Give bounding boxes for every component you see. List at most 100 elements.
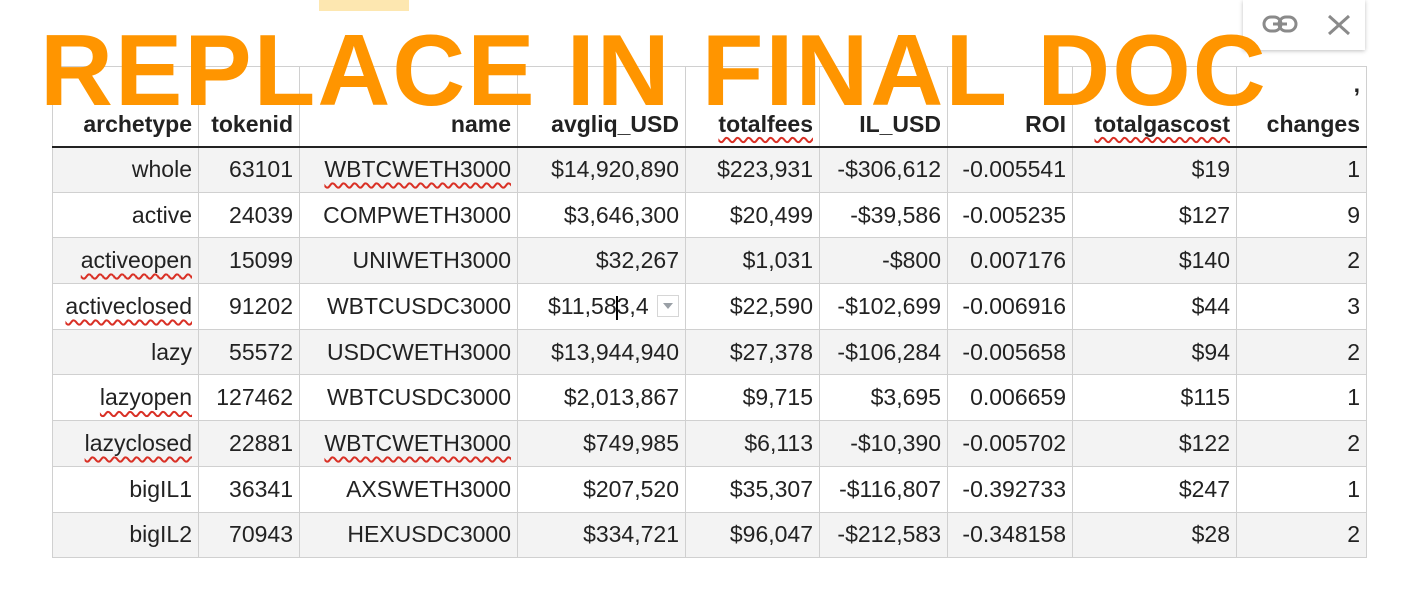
cell-name[interactable]: WBTCUSDC3000 bbox=[299, 283, 518, 330]
column-header[interactable]: totalgascost bbox=[1072, 66, 1237, 148]
cell-il[interactable]: -$10,390 bbox=[819, 420, 948, 467]
cell-avgliq-editing[interactable]: $11,583,4 bbox=[517, 283, 686, 330]
cell-totalfees[interactable]: $20,499 bbox=[685, 191, 820, 239]
cell-avgliq[interactable]: $3,646,300 bbox=[517, 191, 686, 239]
cell-roi[interactable]: 0.007176 bbox=[947, 237, 1073, 285]
cell-avgliq[interactable]: $207,520 bbox=[517, 465, 686, 513]
cell-roi[interactable]: -0.392733 bbox=[947, 465, 1073, 513]
cell-archetype[interactable]: bigIL2 bbox=[52, 511, 199, 559]
cell-gascost[interactable]: $94 bbox=[1072, 328, 1237, 376]
cell-roi[interactable]: -0.005702 bbox=[947, 420, 1073, 467]
cell-avgliq[interactable]: $14,920,890 bbox=[517, 146, 686, 193]
cell-roi[interactable]: 0.006659 bbox=[947, 374, 1073, 422]
cell-tokenid[interactable]: 55572 bbox=[198, 328, 300, 376]
cell-changes[interactable]: 2 bbox=[1236, 511, 1367, 559]
cell-il[interactable]: -$39,586 bbox=[819, 191, 948, 239]
cell-roi[interactable]: -0.005658 bbox=[947, 328, 1073, 376]
table-row: whole 63101 WBTCWETH3000 $14,920,890 $22… bbox=[52, 146, 1367, 193]
column-header-label: tokenid bbox=[211, 110, 293, 137]
column-header[interactable]: tokenid bbox=[198, 66, 300, 148]
cell-il[interactable]: -$306,612 bbox=[819, 146, 948, 193]
cell-archetype[interactable]: whole bbox=[52, 146, 199, 193]
cell-roi[interactable]: -0.005541 bbox=[947, 146, 1073, 193]
close-icon[interactable] bbox=[1326, 14, 1352, 36]
dropdown-arrow-icon[interactable] bbox=[657, 295, 679, 318]
column-header[interactable]: avgliq_USD bbox=[517, 66, 686, 148]
cell-name[interactable]: COMPWETH3000 bbox=[299, 191, 518, 239]
cell-il[interactable]: -$212,583 bbox=[819, 511, 948, 559]
column-header-label: ROI bbox=[1025, 110, 1066, 137]
cell-totalfees[interactable]: $35,307 bbox=[685, 465, 820, 513]
cell-name[interactable]: HEXUSDC3000 bbox=[299, 511, 518, 559]
cell-tokenid[interactable]: 63101 bbox=[198, 146, 300, 193]
column-header[interactable]: IL_USD bbox=[819, 66, 948, 148]
cell-archetype[interactable]: lazyclosed bbox=[52, 420, 199, 467]
cell-archetype[interactable]: lazy bbox=[52, 328, 199, 376]
column-header[interactable]: name bbox=[299, 66, 518, 148]
link-icon[interactable] bbox=[1262, 14, 1298, 34]
cell-gascost[interactable]: $122 bbox=[1072, 420, 1237, 467]
cell-name[interactable]: USDCWETH3000 bbox=[299, 328, 518, 376]
cell-il[interactable]: -$106,284 bbox=[819, 328, 948, 376]
cell-tokenid[interactable]: 15099 bbox=[198, 237, 300, 285]
cell-name[interactable]: WBTCWETH3000 bbox=[299, 420, 518, 467]
cell-changes[interactable]: 1 bbox=[1236, 146, 1367, 193]
cell-name[interactable]: WBTCUSDC3000 bbox=[299, 374, 518, 422]
cell-avgliq[interactable]: $334,721 bbox=[517, 511, 686, 559]
cell-archetype[interactable]: bigIL1 bbox=[52, 465, 199, 513]
cell-avgliq[interactable]: $13,944,940 bbox=[517, 328, 686, 376]
cell-totalfees[interactable]: $9,715 bbox=[685, 374, 820, 422]
cell-avgliq[interactable]: $749,985 bbox=[517, 420, 686, 467]
cell-tokenid[interactable]: 91202 bbox=[198, 283, 300, 330]
cell-tokenid[interactable]: 36341 bbox=[198, 465, 300, 513]
cell-tokenid[interactable]: 127462 bbox=[198, 374, 300, 422]
cell-roi[interactable]: -0.348158 bbox=[947, 511, 1073, 559]
cell-totalfees[interactable]: $27,378 bbox=[685, 328, 820, 376]
column-header[interactable]: totalfees bbox=[685, 66, 820, 148]
cell-gascost[interactable]: $28 bbox=[1072, 511, 1237, 559]
cell-gascost[interactable]: $19 bbox=[1072, 146, 1237, 193]
cell-tokenid[interactable]: 70943 bbox=[198, 511, 300, 559]
cell-archetype-text: activeclosed bbox=[65, 292, 192, 319]
cell-gascost[interactable]: $115 bbox=[1072, 374, 1237, 422]
column-header[interactable]: , changes bbox=[1236, 66, 1367, 148]
cell-il[interactable]: -$116,807 bbox=[819, 465, 948, 513]
cell-avgliq[interactable]: $2,013,867 bbox=[517, 374, 686, 422]
cell-changes[interactable]: 2 bbox=[1236, 420, 1367, 467]
cell-tokenid[interactable]: 24039 bbox=[198, 191, 300, 239]
cell-il[interactable]: -$102,699 bbox=[819, 283, 948, 330]
cell-il[interactable]: $3,695 bbox=[819, 374, 948, 422]
cell-totalfees[interactable]: $223,931 bbox=[685, 146, 820, 193]
cell-changes[interactable]: 1 bbox=[1236, 465, 1367, 513]
cell-gascost[interactable]: $44 bbox=[1072, 283, 1237, 330]
cell-changes[interactable]: 1 bbox=[1236, 374, 1367, 422]
cell-totalfees[interactable]: $6,113 bbox=[685, 420, 820, 467]
cell-archetype[interactable]: activeopen bbox=[52, 237, 199, 285]
cell-changes[interactable]: 2 bbox=[1236, 328, 1367, 376]
cell-gascost[interactable]: $140 bbox=[1072, 237, 1237, 285]
cell-tokenid[interactable]: 22881 bbox=[198, 420, 300, 467]
cell-changes[interactable]: 9 bbox=[1236, 191, 1367, 239]
cell-totalfees[interactable]: $22,590 bbox=[685, 283, 820, 330]
column-highlight bbox=[319, 0, 409, 11]
cell-avgliq[interactable]: $32,267 bbox=[517, 237, 686, 285]
column-header[interactable]: archetype bbox=[52, 66, 199, 148]
table-row: activeopen 15099 UNIWETH3000 $32,267 $1,… bbox=[52, 237, 1367, 285]
cell-changes[interactable]: 2 bbox=[1236, 237, 1367, 285]
cell-roi[interactable]: -0.005235 bbox=[947, 191, 1073, 239]
cell-name[interactable]: UNIWETH3000 bbox=[299, 237, 518, 285]
column-header[interactable]: ROI bbox=[947, 66, 1073, 148]
cell-archetype[interactable]: activeclosed bbox=[52, 283, 199, 330]
cell-totalfees[interactable]: $96,047 bbox=[685, 511, 820, 559]
cell-archetype[interactable]: active bbox=[52, 191, 199, 239]
cell-il[interactable]: -$800 bbox=[819, 237, 948, 285]
cell-archetype[interactable]: lazyopen bbox=[52, 374, 199, 422]
cell-gascost[interactable]: $247 bbox=[1072, 465, 1237, 513]
cell-roi[interactable]: -0.006916 bbox=[947, 283, 1073, 330]
cell-gascost[interactable]: $127 bbox=[1072, 191, 1237, 239]
cell-name[interactable]: AXSWETH3000 bbox=[299, 465, 518, 513]
cell-name[interactable]: WBTCWETH3000 bbox=[299, 146, 518, 193]
cell-changes[interactable]: 3 bbox=[1236, 283, 1367, 330]
cell-totalfees[interactable]: $1,031 bbox=[685, 237, 820, 285]
cell-name-text: WBTCWETH3000 bbox=[324, 429, 511, 456]
